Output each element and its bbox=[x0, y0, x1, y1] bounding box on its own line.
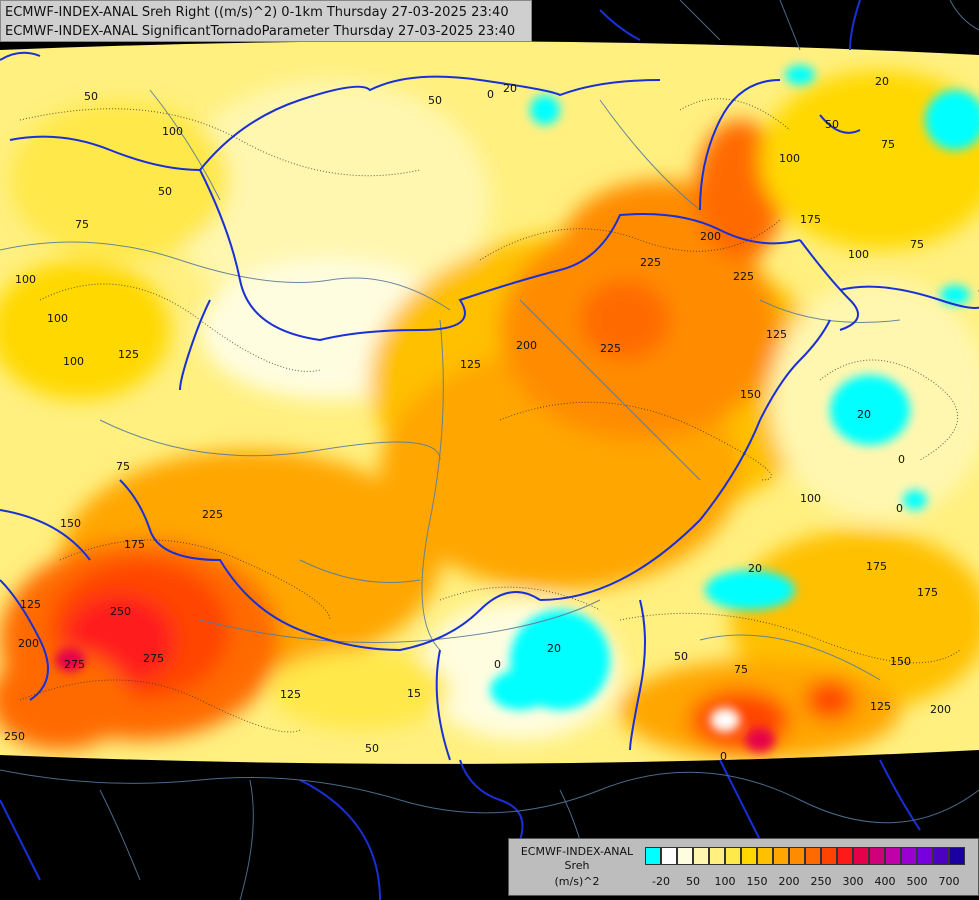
legend-swatch bbox=[917, 847, 933, 865]
contour-label: 20 bbox=[875, 75, 889, 88]
legend-swatch bbox=[933, 847, 949, 865]
map-title-box: ECMWF-INDEX-ANAL Sreh Right ((m/s)^2) 0-… bbox=[0, 0, 532, 42]
legend-swatch bbox=[789, 847, 805, 865]
contour-label: 100 bbox=[800, 492, 821, 505]
contour-label: 200 bbox=[18, 637, 39, 650]
contour-label: 150 bbox=[740, 388, 761, 401]
contour-label: 20 bbox=[857, 408, 871, 421]
legend-title-source: ECMWF-INDEX-ANAL bbox=[520, 845, 634, 858]
color-legend: ECMWF-INDEX-ANAL Sreh (m/s)^2 -20 50 100 15… bbox=[508, 838, 979, 896]
contour-label: 50 bbox=[825, 118, 839, 131]
contour-label: 150 bbox=[890, 655, 911, 668]
contour-label: 125 bbox=[460, 358, 481, 371]
contour-label: 100 bbox=[63, 355, 84, 368]
legend-swatch bbox=[709, 847, 725, 865]
contour-label: 200 bbox=[700, 230, 721, 243]
legend-swatch bbox=[805, 847, 821, 865]
contour-label: 225 bbox=[733, 270, 754, 283]
contour-label: 175 bbox=[800, 213, 821, 226]
legend-swatch bbox=[677, 847, 693, 865]
legend-tick-label: 100 bbox=[714, 875, 736, 888]
legend-swatch bbox=[837, 847, 853, 865]
legend-swatch bbox=[869, 847, 885, 865]
contour-label: 250 bbox=[4, 730, 25, 743]
contour-label: 100 bbox=[47, 312, 68, 325]
legend-tick-label: 200 bbox=[778, 875, 800, 888]
contour-label: 275 bbox=[143, 652, 164, 665]
contour-label: 125 bbox=[118, 348, 139, 361]
legend-swatch bbox=[821, 847, 837, 865]
contour-label: 0 bbox=[720, 750, 727, 763]
contour-label: 20 bbox=[503, 82, 517, 95]
contour-label: 50 bbox=[428, 94, 442, 107]
legend-tick-label: 250 bbox=[810, 875, 832, 888]
legend-swatch bbox=[773, 847, 789, 865]
legend-swatch bbox=[901, 847, 917, 865]
contour-label: 75 bbox=[75, 218, 89, 231]
legend-tick-label: 500 bbox=[906, 875, 928, 888]
legend-swatch bbox=[853, 847, 869, 865]
contour-label: 225 bbox=[600, 342, 621, 355]
legend-tick-label: 400 bbox=[874, 875, 896, 888]
contour-label: 125 bbox=[20, 598, 41, 611]
legend-tick-label: 300 bbox=[842, 875, 864, 888]
contour-label: 0 bbox=[494, 658, 501, 671]
contour-label: 125 bbox=[280, 688, 301, 701]
contour-label: 50 bbox=[365, 742, 379, 755]
contour-label: 75 bbox=[734, 663, 748, 676]
contour-label: 75 bbox=[910, 238, 924, 251]
title-line-sreh: ECMWF-INDEX-ANAL Sreh Right ((m/s)^2) 0-… bbox=[5, 5, 509, 20]
contour-label: 100 bbox=[848, 248, 869, 261]
contour-label: 20 bbox=[748, 562, 762, 575]
legend-swatch bbox=[757, 847, 773, 865]
contour-labels: 0 0 0 0 20 20 20 20 20 50 50 50 50 50 75… bbox=[4, 75, 951, 763]
contour-label: 0 bbox=[896, 502, 903, 515]
contour-label: 225 bbox=[640, 256, 661, 269]
contour-label: 100 bbox=[162, 125, 183, 138]
contour-label: 275 bbox=[64, 658, 85, 671]
contour-label: 15 bbox=[407, 687, 421, 700]
contour-label: 125 bbox=[766, 328, 787, 341]
contour-label: 100 bbox=[779, 152, 800, 165]
contour-label: 50 bbox=[84, 90, 98, 103]
title-line-stp: ECMWF-INDEX-ANAL SignificantTornadoParam… bbox=[5, 24, 516, 39]
contour-label: 175 bbox=[866, 560, 887, 573]
contour-label: 75 bbox=[116, 460, 130, 473]
legend-tick-label: -20 bbox=[652, 875, 670, 888]
legend-tick-label: 700 bbox=[938, 875, 960, 888]
contour-label: 200 bbox=[930, 703, 951, 716]
legend-swatch bbox=[949, 847, 965, 865]
contour-label: 0 bbox=[487, 88, 494, 101]
contour-label: 50 bbox=[674, 650, 688, 663]
contour-label: 175 bbox=[917, 586, 938, 599]
contour-label: 150 bbox=[60, 517, 81, 530]
legend-swatch bbox=[741, 847, 757, 865]
contour-label: 175 bbox=[124, 538, 145, 551]
legend-swatch bbox=[693, 847, 709, 865]
legend-tick-label: 150 bbox=[746, 875, 768, 888]
contour-label: 225 bbox=[202, 508, 223, 521]
legend-title-variable: Sreh bbox=[564, 859, 590, 872]
contour-label: 75 bbox=[881, 138, 895, 151]
contour-label: 100 bbox=[15, 273, 36, 286]
legend-swatch bbox=[661, 847, 677, 865]
legend-tick-label: 50 bbox=[686, 875, 700, 888]
legend-swatch bbox=[885, 847, 901, 865]
contour-label: 125 bbox=[870, 700, 891, 713]
legend-title-unit: (m/s)^2 bbox=[554, 875, 600, 888]
contour-label: 50 bbox=[158, 185, 172, 198]
contour-label: 200 bbox=[516, 339, 537, 352]
legend-swatch bbox=[725, 847, 741, 865]
contour-label: 20 bbox=[547, 642, 561, 655]
contour-label: 250 bbox=[110, 605, 131, 618]
legend-swatch bbox=[645, 847, 661, 865]
contour-label: 0 bbox=[898, 453, 905, 466]
